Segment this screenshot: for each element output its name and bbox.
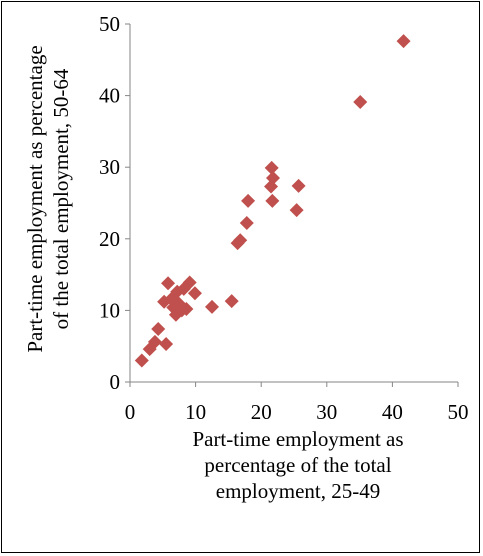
data-point: [266, 170, 281, 185]
x-axis-title-line: employment, 25-49: [216, 479, 380, 503]
data-point: [151, 322, 166, 337]
y-axis-title-line: Part-time employment as percentage: [23, 45, 47, 352]
x-tick-label: 10: [185, 400, 206, 424]
x-tick-label: 20: [251, 400, 272, 424]
x-tick-label: 40: [382, 400, 403, 424]
data-point: [159, 337, 174, 352]
data-points: [134, 34, 411, 368]
data-point: [265, 193, 280, 208]
data-point: [179, 301, 194, 316]
data-point: [239, 216, 254, 231]
y-tick-label: 10: [99, 298, 120, 322]
data-point: [233, 233, 248, 248]
x-axis-title-line: percentage of the total: [204, 453, 391, 477]
data-point: [147, 334, 162, 349]
data-point: [205, 299, 219, 314]
data-point: [161, 276, 176, 291]
data-point: [134, 353, 149, 368]
x-tick-label: 30: [316, 400, 337, 424]
data-point: [289, 203, 304, 218]
data-point: [353, 95, 368, 110]
y-tick-label: 30: [99, 155, 120, 179]
tick-labels: 0 10 20 30 40 50 0 10 20 30 40 50: [99, 12, 469, 424]
x-axis-title-line: Part-time employment as: [192, 427, 403, 451]
data-point: [187, 286, 202, 301]
data-point: [291, 178, 306, 193]
data-point: [396, 34, 411, 49]
y-tick-label: 50: [99, 12, 120, 36]
y-axis-title-line: of the total employment, 50-64: [49, 68, 73, 329]
y-tick-label: 0: [110, 370, 121, 394]
x-tick-label: 50: [448, 400, 469, 424]
data-point: [224, 294, 239, 309]
data-point: [182, 275, 197, 290]
axes: [125, 23, 459, 387]
y-tick-label: 40: [99, 84, 120, 108]
data-point: [264, 160, 279, 175]
y-tick-label: 20: [99, 227, 120, 251]
x-tick-label: 0: [125, 400, 136, 424]
data-point: [241, 193, 256, 208]
